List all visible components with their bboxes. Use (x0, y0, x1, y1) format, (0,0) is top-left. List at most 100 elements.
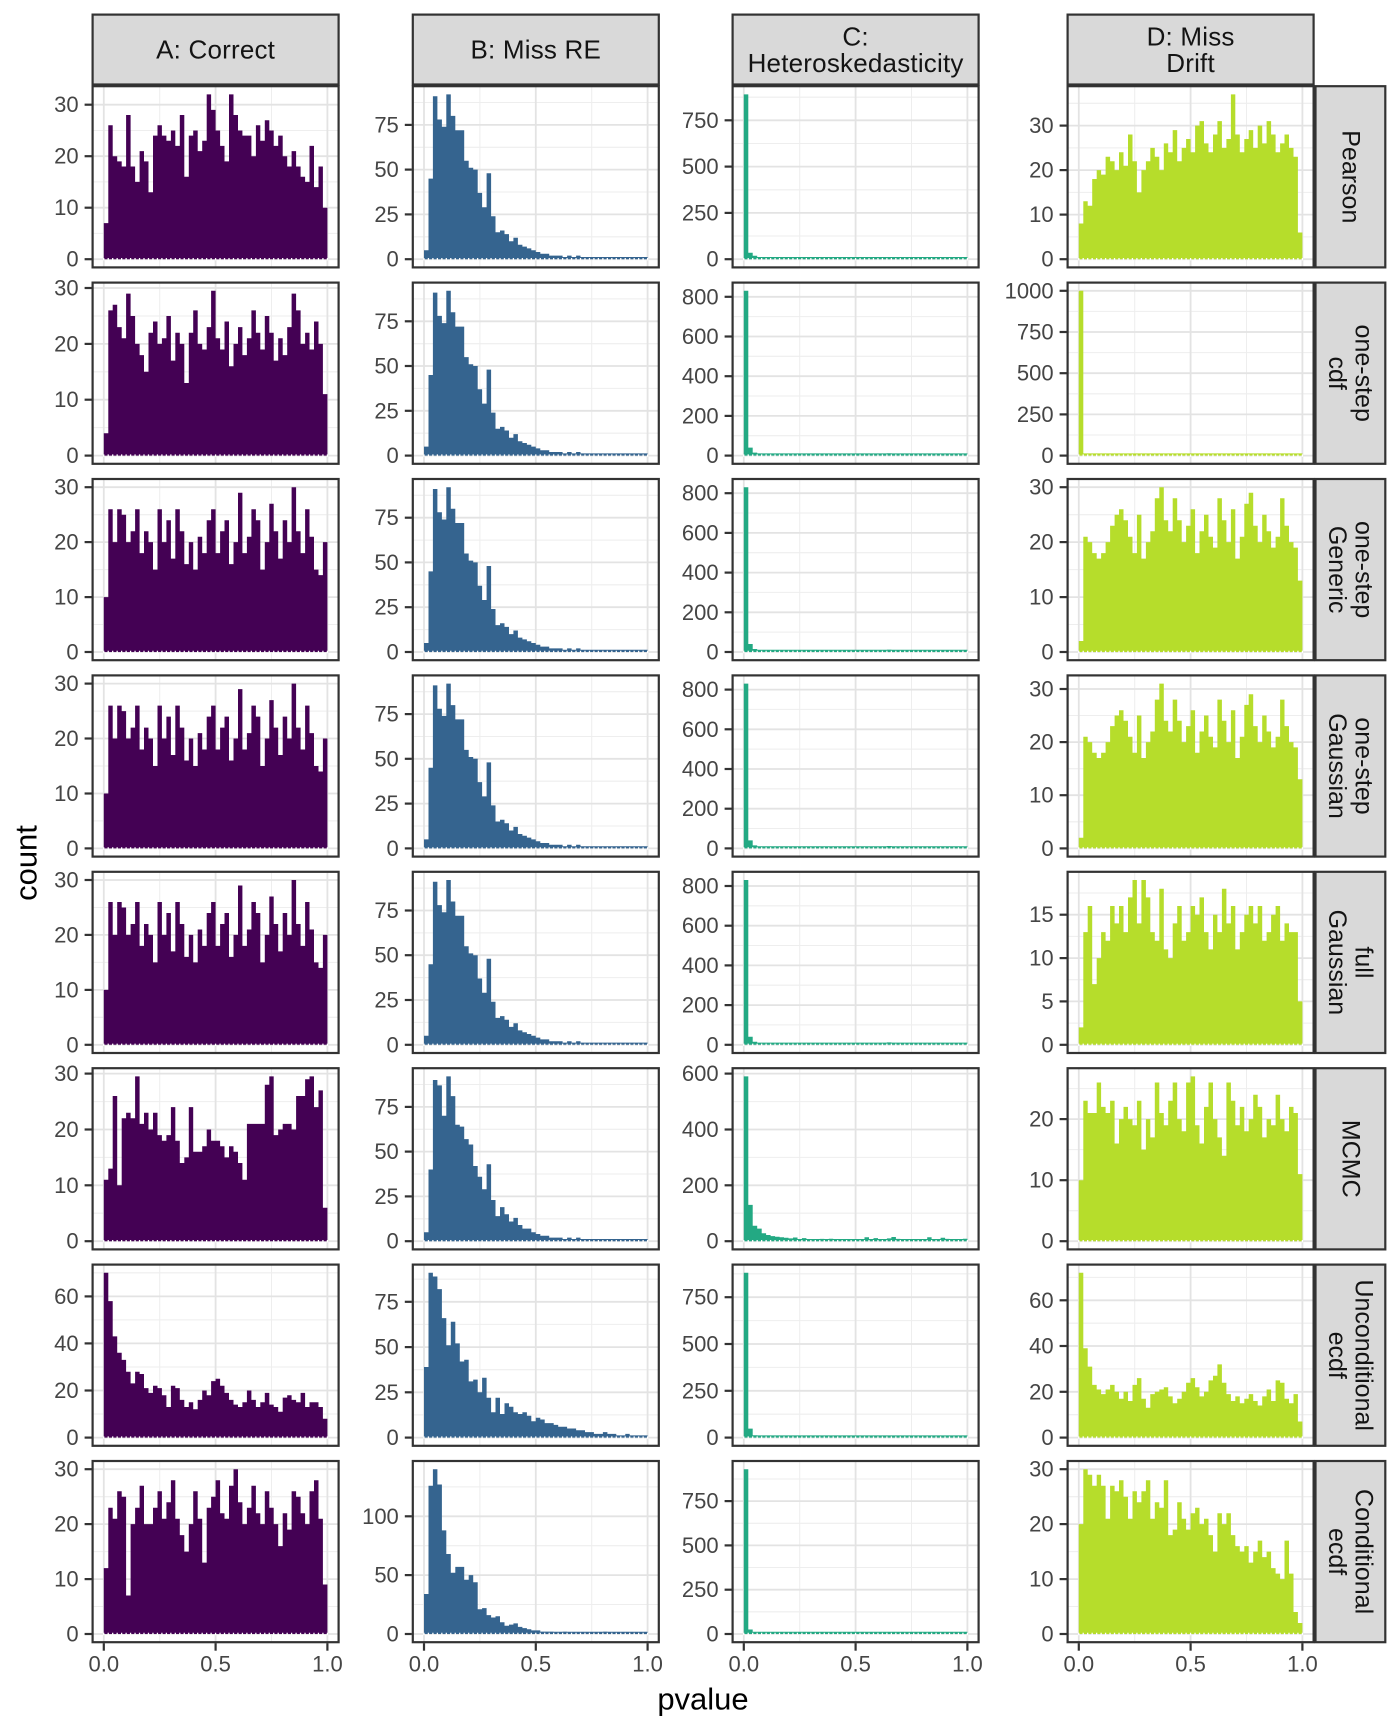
svg-text:400: 400 (682, 1117, 719, 1142)
svg-text:0: 0 (1041, 247, 1053, 272)
svg-text:25: 25 (374, 1184, 398, 1209)
svg-text:Heteroskedasticity: Heteroskedasticity (748, 48, 964, 78)
svg-text:0.0: 0.0 (409, 1652, 440, 1677)
svg-text:500: 500 (682, 154, 719, 179)
svg-text:600: 600 (682, 913, 719, 938)
svg-text:0: 0 (706, 640, 718, 665)
svg-text:250: 250 (682, 1577, 719, 1602)
svg-text:0: 0 (66, 1622, 78, 1647)
svg-text:20: 20 (1029, 730, 1053, 755)
svg-text:20: 20 (1029, 158, 1053, 183)
svg-text:10: 10 (54, 1173, 78, 1198)
svg-text:30: 30 (54, 868, 78, 893)
svg-text:600: 600 (682, 1061, 719, 1086)
svg-text:0: 0 (66, 247, 78, 272)
svg-text:200: 200 (682, 403, 719, 428)
svg-text:10: 10 (1029, 1567, 1053, 1592)
svg-text:0: 0 (387, 1229, 399, 1254)
svg-text:0: 0 (1041, 1622, 1053, 1647)
svg-text:0: 0 (1041, 1229, 1053, 1254)
svg-text:10: 10 (54, 781, 78, 806)
svg-text:one-step: one-step (1350, 325, 1378, 422)
svg-text:20: 20 (54, 922, 78, 947)
svg-text:C:: C: (842, 21, 868, 51)
svg-text:10: 10 (54, 195, 78, 220)
svg-text:30: 30 (54, 475, 78, 500)
svg-text:1.0: 1.0 (312, 1652, 343, 1677)
svg-text:one-step: one-step (1350, 717, 1378, 814)
svg-text:10: 10 (54, 977, 78, 1002)
svg-text:D: Miss: D: Miss (1147, 21, 1235, 51)
svg-text:30: 30 (54, 1457, 78, 1482)
svg-text:600: 600 (682, 717, 719, 742)
svg-text:75: 75 (374, 1289, 398, 1314)
svg-text:10: 10 (1029, 783, 1053, 808)
svg-text:0.5: 0.5 (1175, 1652, 1206, 1677)
svg-text:pvalue: pvalue (657, 1682, 748, 1717)
svg-text:10: 10 (1029, 585, 1053, 610)
svg-text:0: 0 (706, 1425, 718, 1450)
svg-text:20: 20 (54, 1117, 78, 1142)
svg-text:0: 0 (66, 1425, 78, 1450)
svg-text:40: 40 (1029, 1334, 1053, 1359)
svg-text:20: 20 (54, 726, 78, 751)
svg-text:30: 30 (54, 1061, 78, 1086)
svg-text:50: 50 (374, 1335, 398, 1360)
svg-text:250: 250 (682, 1378, 719, 1403)
svg-text:200: 200 (682, 796, 719, 821)
svg-text:75: 75 (374, 112, 398, 137)
svg-text:20: 20 (54, 1378, 78, 1403)
svg-text:50: 50 (374, 157, 398, 182)
svg-text:0.5: 0.5 (200, 1652, 231, 1677)
svg-text:250: 250 (682, 200, 719, 225)
svg-text:A: Correct: A: Correct (156, 35, 276, 65)
svg-text:0: 0 (1041, 1425, 1053, 1450)
svg-text:0: 0 (1041, 640, 1053, 665)
svg-text:0.0: 0.0 (1064, 1652, 1095, 1677)
svg-text:30: 30 (1029, 1457, 1053, 1482)
svg-text:10: 10 (54, 387, 78, 412)
svg-text:B: Miss RE: B: Miss RE (471, 35, 602, 65)
svg-text:0: 0 (66, 1032, 78, 1057)
svg-text:0: 0 (387, 443, 399, 468)
svg-text:Unconditional: Unconditional (1350, 1279, 1378, 1431)
svg-text:25: 25 (374, 202, 398, 227)
svg-text:500: 500 (682, 1533, 719, 1558)
svg-text:40: 40 (54, 1331, 78, 1356)
svg-text:20: 20 (1029, 1512, 1053, 1537)
svg-text:0.5: 0.5 (840, 1652, 871, 1677)
svg-text:1.0: 1.0 (632, 1652, 663, 1677)
svg-text:75: 75 (374, 309, 398, 334)
svg-text:0: 0 (66, 1229, 78, 1254)
svg-text:600: 600 (682, 324, 719, 349)
svg-text:count: count (9, 825, 44, 901)
svg-text:25: 25 (374, 988, 398, 1013)
svg-text:20: 20 (1029, 1107, 1053, 1132)
svg-text:25: 25 (374, 595, 398, 620)
svg-text:Drift: Drift (1166, 48, 1215, 78)
svg-text:0: 0 (706, 1229, 718, 1254)
svg-text:75: 75 (374, 702, 398, 727)
svg-text:750: 750 (682, 1285, 719, 1310)
svg-text:750: 750 (682, 108, 719, 133)
svg-text:10: 10 (54, 1567, 78, 1592)
svg-text:10: 10 (1029, 946, 1053, 971)
svg-text:200: 200 (682, 993, 719, 1018)
svg-text:750: 750 (682, 1489, 719, 1514)
svg-text:0: 0 (387, 836, 399, 861)
svg-text:0: 0 (387, 247, 399, 272)
svg-text:500: 500 (1017, 361, 1054, 386)
svg-text:0.0: 0.0 (89, 1652, 120, 1677)
svg-text:0: 0 (1041, 1032, 1053, 1057)
svg-text:400: 400 (682, 364, 719, 389)
svg-text:0: 0 (706, 443, 718, 468)
svg-text:500: 500 (682, 1332, 719, 1357)
svg-text:50: 50 (374, 550, 398, 575)
svg-text:10: 10 (1029, 1168, 1053, 1193)
svg-text:400: 400 (682, 757, 719, 782)
svg-text:20: 20 (54, 1512, 78, 1537)
svg-text:Conditional: Conditional (1350, 1489, 1378, 1614)
svg-text:ecdf: ecdf (1323, 1528, 1351, 1575)
svg-text:Generic: Generic (1323, 526, 1351, 614)
svg-text:cdf: cdf (1323, 357, 1351, 390)
